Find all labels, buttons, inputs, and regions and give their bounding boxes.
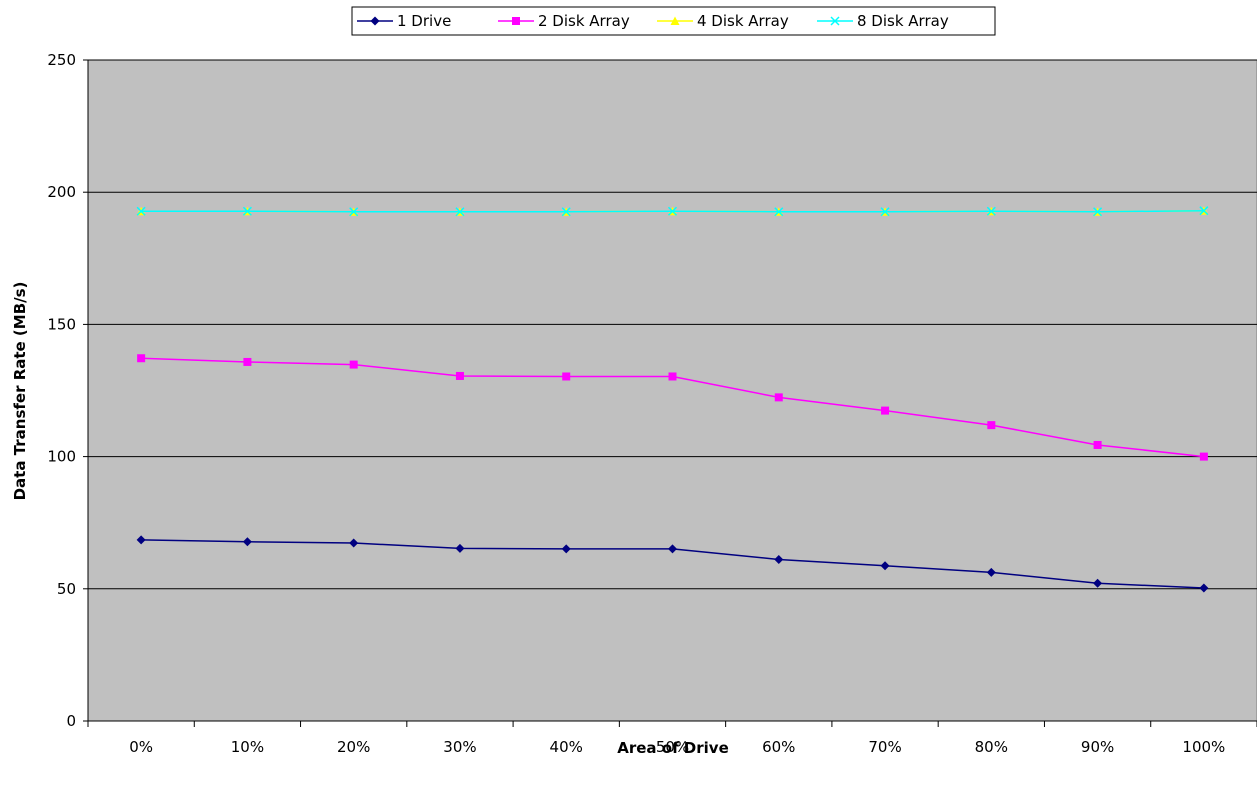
point-8-disk-array-20% xyxy=(349,207,359,217)
point-8-disk-array-90% xyxy=(1093,207,1103,217)
point-1-drive-100% xyxy=(1199,583,1209,593)
legend: 1 Drive 2 Disk Array 4 Disk Array 8 Disk Ar… xyxy=(351,6,996,36)
x-tick-label: 100% xyxy=(1182,738,1225,756)
x-marker-stroke xyxy=(986,206,996,216)
x-marker-stroke xyxy=(1199,206,1209,216)
point-1-drive-0% xyxy=(136,535,146,545)
plot-background xyxy=(87,59,1257,722)
point-2-disk-array-100% xyxy=(1199,452,1208,461)
legend-entry-1-drive: 1 Drive xyxy=(357,12,451,30)
legend-label-4-disk-array: 4 Disk Array xyxy=(697,12,789,30)
point-2-disk-array-60% xyxy=(774,393,783,402)
x-marker-stroke xyxy=(242,206,252,216)
point-8-disk-array-60% xyxy=(774,207,784,217)
plot-area xyxy=(87,59,1257,722)
point-2-disk-array-70% xyxy=(881,406,890,415)
x-tick-label: 80% xyxy=(975,738,1008,756)
point-8-disk-array-40% xyxy=(561,207,571,217)
legend-marker-2-disk-array xyxy=(512,17,520,25)
point-2-disk-array-20% xyxy=(349,360,358,369)
x-axis-title: Area of Drive xyxy=(617,739,729,757)
point-1-drive-30% xyxy=(455,543,465,553)
x-tick-label: 0% xyxy=(129,738,153,756)
y-tick-label: 250 xyxy=(47,51,76,69)
point-8-disk-array-10% xyxy=(242,206,252,216)
point-2-disk-array-80% xyxy=(987,421,996,430)
series-2-disk-array xyxy=(137,354,1208,461)
x-marker-stroke xyxy=(774,207,784,217)
x-tick-label: 70% xyxy=(868,738,901,756)
point-2-disk-array-0% xyxy=(137,354,146,363)
x-tick-label: 40% xyxy=(550,738,583,756)
y-tick-label: 200 xyxy=(47,183,76,201)
legend-label-8-disk-array: 8 Disk Array xyxy=(857,12,949,30)
legend-label-2-disk-array: 2 Disk Array xyxy=(538,12,630,30)
point-8-disk-array-100% xyxy=(1199,206,1209,216)
x-tick-label: 10% xyxy=(231,738,264,756)
x-marker-stroke xyxy=(349,207,359,217)
x-marker-stroke xyxy=(136,206,146,216)
point-2-disk-array-90% xyxy=(1093,440,1102,449)
point-2-disk-array-50% xyxy=(668,372,677,381)
series-8-disk-array xyxy=(136,206,1209,217)
x-marker-stroke xyxy=(880,207,890,217)
point-1-drive-80% xyxy=(986,567,996,577)
legend-entry-2-disk-array: 2 Disk Array xyxy=(498,12,630,30)
y-tick-label: 0 xyxy=(66,712,76,730)
point-2-disk-array-40% xyxy=(562,372,571,381)
point-8-disk-array-80% xyxy=(986,206,996,216)
x-marker-stroke xyxy=(1093,207,1103,217)
x-marker-stroke xyxy=(455,207,465,217)
x-tick-label: 60% xyxy=(762,738,795,756)
point-8-disk-array-0% xyxy=(136,206,146,216)
legend-marker-4-disk-array xyxy=(670,16,680,25)
point-1-drive-60% xyxy=(774,554,784,564)
x-marker-stroke xyxy=(667,206,678,216)
axes: 0 50 100 150 200 250 0% 10% 20% 30% 40% 50% 60% 70% 80… xyxy=(47,51,1257,756)
point-8-disk-array-70% xyxy=(880,207,890,217)
x-tick-label: 90% xyxy=(1081,738,1114,756)
legend-label-1-drive: 1 Drive xyxy=(397,12,451,30)
y-tick-label: 50 xyxy=(57,580,76,598)
x-tick-label: 20% xyxy=(337,738,370,756)
legend-entry-8-disk-array: 8 Disk Array xyxy=(817,12,949,30)
x-tick-label: 30% xyxy=(443,738,476,756)
legend-marker-8-disk-array xyxy=(830,16,840,26)
y-tick-label: 150 xyxy=(47,315,76,333)
x-marker-stroke xyxy=(830,16,840,26)
point-8-disk-array-50% xyxy=(667,206,678,216)
y-axis-title: Data Transfer Rate (MB/s) xyxy=(11,282,29,501)
point-1-drive-70% xyxy=(880,561,890,571)
x-marker-stroke xyxy=(561,207,571,217)
point-2-disk-array-10% xyxy=(243,357,252,366)
point-1-drive-50% xyxy=(668,544,677,554)
point-1-drive-40% xyxy=(561,544,571,554)
point-1-drive-20% xyxy=(349,538,359,548)
point-1-drive-90% xyxy=(1093,578,1103,588)
point-1-drive-10% xyxy=(242,537,252,547)
series-1-drive xyxy=(136,535,1209,593)
y-tick-label: 100 xyxy=(47,448,76,466)
series-layer xyxy=(136,206,1209,593)
point-8-disk-array-30% xyxy=(455,207,465,217)
legend-marker-1-drive xyxy=(370,16,380,26)
point-2-disk-array-30% xyxy=(455,371,464,380)
legend-entry-4-disk-array: 4 Disk Array xyxy=(657,12,789,30)
x-tick-label: 50% xyxy=(656,738,689,756)
